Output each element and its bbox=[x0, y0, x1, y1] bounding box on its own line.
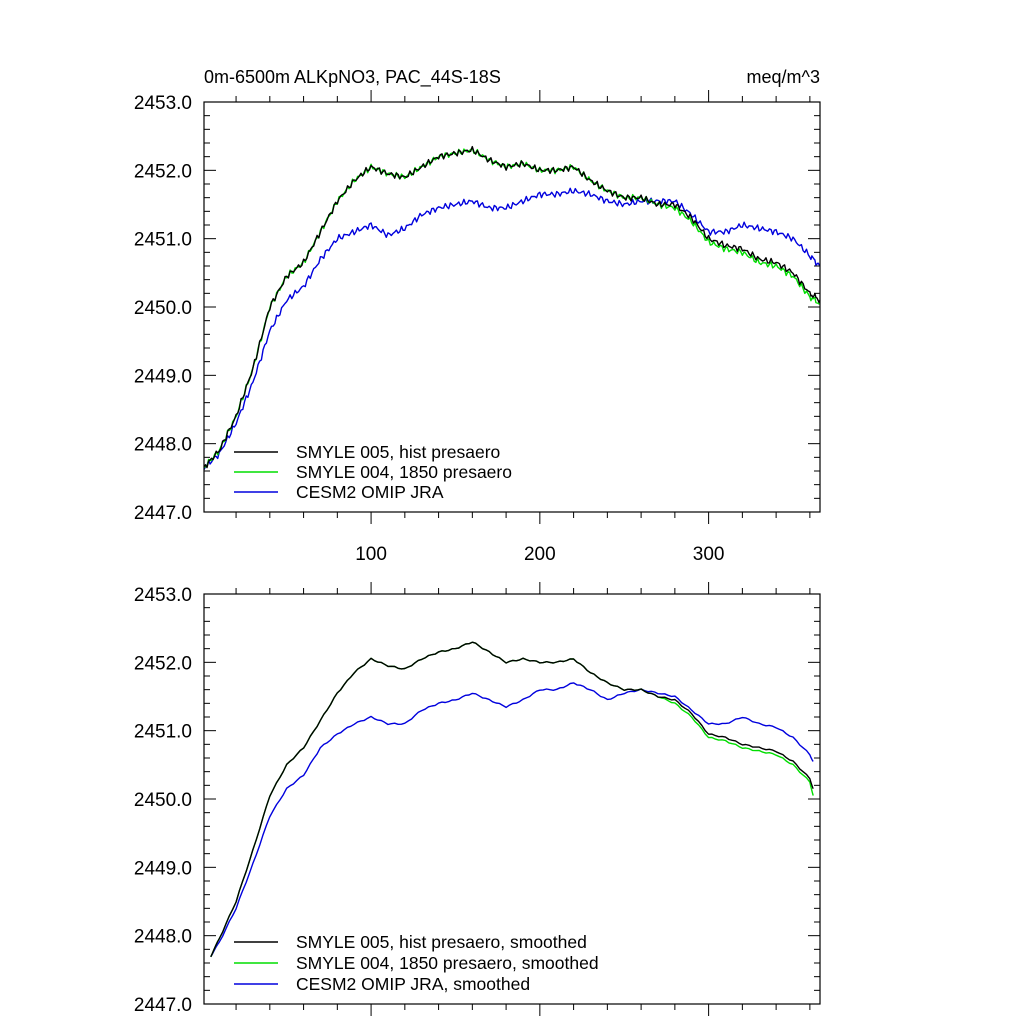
chart-units: meq/m^3 bbox=[747, 67, 820, 87]
bottom-panel: 2447.0 2448.0 2449.0 2450.0 2451.0 2452.0 2453… bbox=[134, 582, 821, 1016]
series-line-2 bbox=[203, 187, 821, 470]
x-tick-label: 100 bbox=[355, 544, 387, 565]
y-tick-label: 2451.0 bbox=[134, 230, 192, 251]
series-line-0 bbox=[203, 145, 821, 469]
legend-label-0: SMYLE 005, hist presaero, smoothed bbox=[296, 932, 587, 952]
bottom-panel-y-tick-labels: 2447.0 2448.0 2449.0 2450.0 2451.0 2452.0 2453… bbox=[134, 585, 192, 1016]
y-tick-label: 2452.0 bbox=[134, 161, 192, 182]
series-line-1 bbox=[210, 641, 814, 958]
y-tick-label: 2447.0 bbox=[134, 995, 192, 1016]
y-tick-label: 2450.0 bbox=[134, 298, 192, 319]
series-line-2 bbox=[210, 682, 814, 958]
bottom-panel-frame bbox=[203, 593, 821, 1005]
y-tick-label: 2447.0 bbox=[134, 503, 192, 524]
y-tick-label: 2453.0 bbox=[134, 93, 192, 114]
top-panel: 0m-6500m ALKpNO3, PAC_44S-18S meq/m^3 24… bbox=[134, 67, 821, 565]
top-panel-y-tick-labels: 2447.0 2448.0 2449.0 2450.0 2451.0 2452.0 2453… bbox=[134, 93, 192, 524]
bottom-panel-series bbox=[210, 641, 814, 958]
chart-title: 0m-6500m ALKpNO3, PAC_44S-18S bbox=[204, 67, 501, 88]
legend-label-1: SMYLE 004, 1850 presaero bbox=[296, 462, 512, 482]
legend-label-0: SMYLE 005, hist presaero bbox=[296, 442, 500, 462]
legend-label-1: SMYLE 004, 1850 presaero, smoothed bbox=[296, 953, 599, 973]
x-tick-label: 300 bbox=[693, 544, 725, 565]
top-panel-x-tick-labels: 100 200 300 bbox=[355, 544, 724, 565]
top-panel-frame bbox=[203, 101, 821, 513]
y-tick-label: 2449.0 bbox=[134, 366, 192, 387]
bottom-panel-legend: SMYLE 005, hist presaero, smoothedSMYLE … bbox=[234, 932, 599, 994]
series-line-0 bbox=[210, 641, 814, 958]
y-tick-label: 2448.0 bbox=[134, 435, 192, 456]
legend-label-2: CESM2 OMIP JRA bbox=[296, 482, 444, 502]
top-panel-series bbox=[203, 145, 821, 470]
y-tick-label: 2451.0 bbox=[134, 722, 192, 743]
y-tick-label: 2452.0 bbox=[134, 653, 192, 674]
y-tick-label: 2453.0 bbox=[134, 585, 192, 606]
y-tick-label: 2448.0 bbox=[134, 927, 192, 948]
y-tick-label: 2449.0 bbox=[134, 858, 192, 879]
series-line-1 bbox=[203, 147, 821, 469]
y-tick-label: 2450.0 bbox=[134, 790, 192, 811]
legend-label-2: CESM2 OMIP JRA, smoothed bbox=[296, 974, 530, 994]
x-tick-label: 200 bbox=[524, 544, 556, 565]
